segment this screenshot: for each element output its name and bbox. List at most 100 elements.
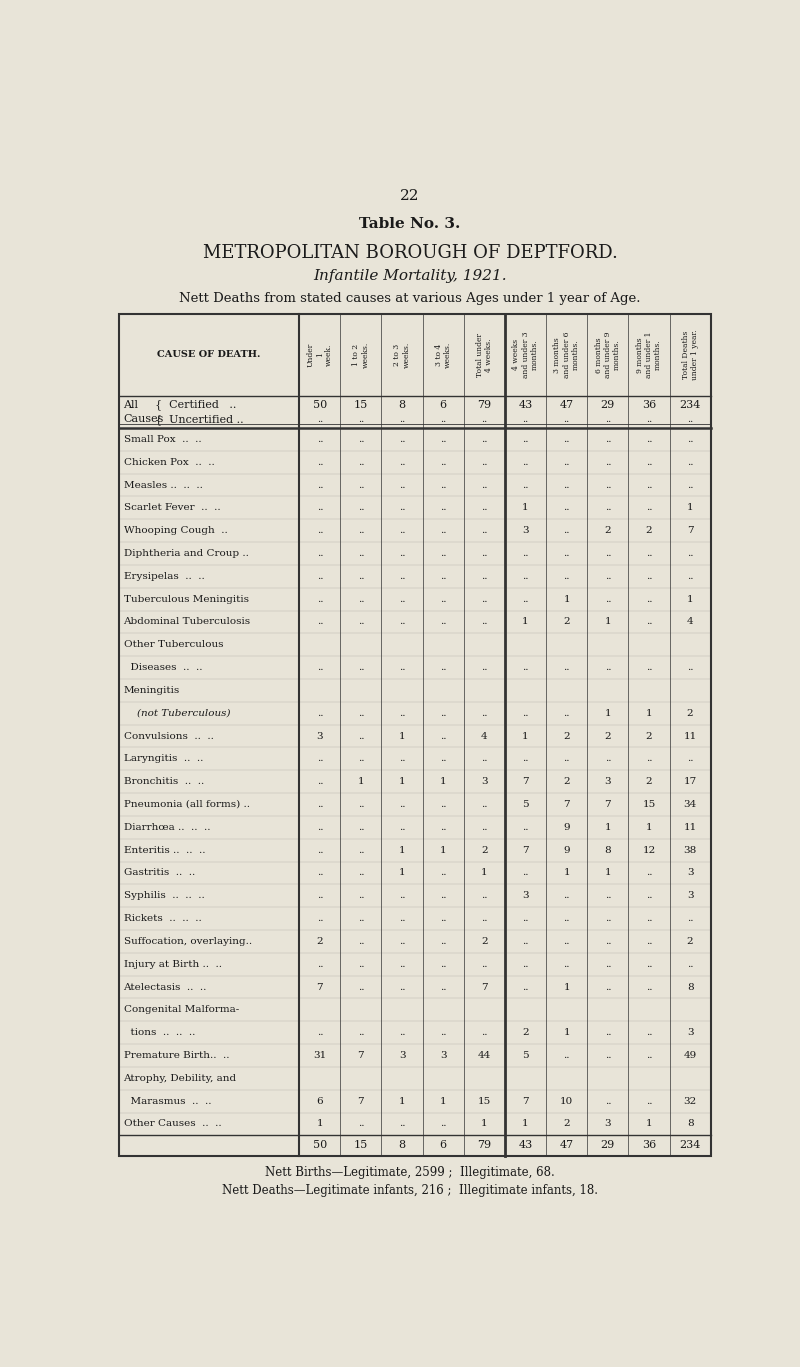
Text: ..: .. (317, 1028, 323, 1038)
Text: 15: 15 (642, 800, 655, 809)
Text: ..: .. (399, 891, 406, 901)
Text: ..: .. (481, 708, 488, 718)
Text: ..: .. (317, 891, 323, 901)
Text: ..: .. (399, 550, 406, 558)
Text: ..: .. (399, 595, 406, 604)
Text: ..: .. (440, 526, 446, 536)
Text: ..: .. (317, 846, 323, 854)
Text: ..: .. (522, 960, 529, 969)
Text: ..: .. (646, 663, 652, 673)
Text: ..: .. (399, 800, 406, 809)
Text: 1: 1 (605, 823, 611, 833)
Text: ..: .. (358, 458, 364, 466)
Text: 1: 1 (646, 1120, 652, 1129)
Text: 8: 8 (687, 983, 694, 991)
Text: 38: 38 (683, 846, 697, 854)
Text: ..: .. (481, 755, 488, 763)
Text: ..: .. (481, 550, 488, 558)
Text: ..: .. (687, 550, 694, 558)
Text: ..: .. (605, 595, 611, 604)
Text: ..: .. (399, 960, 406, 969)
Text: ..: .. (605, 915, 611, 923)
Text: ..: .. (687, 755, 694, 763)
Text: 1 to 2
weeks.: 1 to 2 weeks. (352, 342, 370, 368)
Text: Suffocation, overlaying..: Suffocation, overlaying.. (123, 936, 252, 946)
Text: ..: .. (317, 458, 323, 466)
Text: ..: .. (358, 416, 364, 424)
Text: Nett Deaths—Legitimate infants, 216 ;  Illegitimate infants, 18.: Nett Deaths—Legitimate infants, 216 ; Il… (222, 1184, 598, 1197)
Text: ..: .. (358, 755, 364, 763)
Text: 1: 1 (398, 778, 406, 786)
Text: Chicken Pox  ..  ..: Chicken Pox .. .. (123, 458, 214, 466)
Text: 2 to 3
weeks.: 2 to 3 weeks. (394, 342, 410, 368)
Text: 2: 2 (646, 731, 652, 741)
Text: METROPOLITAN BOROUGH OF DEPTFORD.: METROPOLITAN BOROUGH OF DEPTFORD. (202, 245, 618, 262)
Text: Scarlet Fever  ..  ..: Scarlet Fever .. .. (123, 503, 220, 513)
Text: ..: .. (646, 891, 652, 901)
Text: 36: 36 (642, 399, 656, 410)
Text: ..: .. (522, 755, 529, 763)
Text: 2: 2 (317, 936, 323, 946)
Text: ..: .. (481, 526, 488, 536)
Text: 3: 3 (687, 1028, 694, 1038)
Text: 1: 1 (398, 846, 406, 854)
Text: ..: .. (358, 868, 364, 878)
Text: ..: .. (317, 481, 323, 489)
Text: ..: .. (440, 708, 446, 718)
Text: 12: 12 (642, 846, 655, 854)
Text: ..: .. (605, 550, 611, 558)
Text: ..: .. (563, 481, 570, 489)
Text: 9: 9 (563, 823, 570, 833)
Text: ..: .. (317, 868, 323, 878)
Text: ..: .. (440, 960, 446, 969)
Text: ..: .. (358, 435, 364, 444)
Text: ..: .. (358, 915, 364, 923)
Text: 3: 3 (481, 778, 488, 786)
Text: 2: 2 (563, 1120, 570, 1129)
Text: 9: 9 (563, 846, 570, 854)
Text: ..: .. (481, 571, 488, 581)
Text: ..: .. (399, 915, 406, 923)
Text: 234: 234 (679, 1140, 701, 1151)
Text: 4: 4 (481, 731, 488, 741)
Text: 1: 1 (481, 1120, 488, 1129)
Text: ..: .. (646, 983, 652, 991)
Text: ..: .. (563, 550, 570, 558)
Text: 3 to 4
weeks.: 3 to 4 weeks. (434, 342, 452, 368)
Text: Syphilis  ..  ..  ..: Syphilis .. .. .. (123, 891, 204, 901)
Text: ..: .. (646, 458, 652, 466)
Text: 1: 1 (687, 503, 694, 513)
Text: ..: .. (440, 731, 446, 741)
Text: ..: .. (440, 755, 446, 763)
Text: 49: 49 (683, 1051, 697, 1059)
Text: ..: .. (317, 915, 323, 923)
Text: 2: 2 (563, 618, 570, 626)
Text: 234: 234 (679, 399, 701, 410)
Text: CAUSE OF DEATH.: CAUSE OF DEATH. (158, 350, 261, 360)
Text: ..: .. (317, 526, 323, 536)
Text: ..: .. (399, 435, 406, 444)
Text: 1: 1 (440, 1096, 446, 1106)
Text: ..: .. (358, 823, 364, 833)
Text: 10: 10 (560, 1096, 574, 1106)
Text: 1: 1 (687, 595, 694, 604)
Text: 1: 1 (398, 731, 406, 741)
Text: ..: .. (605, 458, 611, 466)
Text: ..: .. (646, 755, 652, 763)
Text: ..: .. (317, 823, 323, 833)
Text: 8: 8 (687, 1120, 694, 1129)
Text: ..: .. (605, 503, 611, 513)
Text: Other Causes  ..  ..: Other Causes .. .. (123, 1120, 221, 1129)
Text: (not Tuberculous): (not Tuberculous) (123, 708, 230, 718)
Text: ..: .. (440, 915, 446, 923)
Text: 3: 3 (687, 868, 694, 878)
Text: 79: 79 (478, 399, 491, 410)
Text: ..: .. (687, 960, 694, 969)
Text: ..: .. (399, 1120, 406, 1129)
Text: ..: .. (399, 936, 406, 946)
Text: 3: 3 (317, 731, 323, 741)
Text: 1: 1 (605, 868, 611, 878)
Text: ..: .. (563, 503, 570, 513)
Text: ..: .. (522, 595, 529, 604)
Text: ..: .. (440, 983, 446, 991)
